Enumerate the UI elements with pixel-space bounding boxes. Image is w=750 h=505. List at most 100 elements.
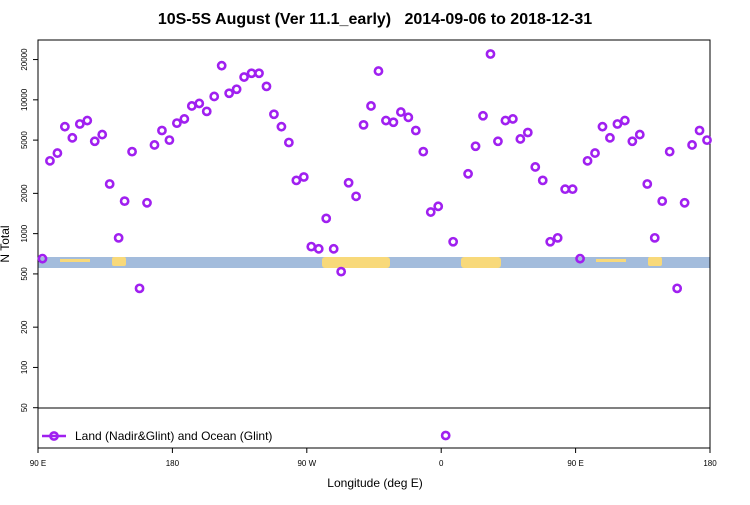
point [171, 118, 182, 129]
point [164, 135, 175, 146]
point [425, 207, 436, 217]
legend-label: Land (Nadir&Glint) and Ocean (Glint) [75, 429, 272, 443]
point [530, 162, 541, 172]
point [97, 129, 108, 140]
point [634, 129, 645, 140]
point [343, 177, 354, 188]
point [605, 132, 615, 143]
point [642, 179, 653, 189]
point [239, 72, 249, 82]
y-tick-label: 5000 [20, 131, 29, 149]
y-tick-label: 2000 [20, 184, 29, 202]
point [82, 115, 93, 126]
land-patch [596, 259, 626, 262]
point [664, 146, 675, 157]
map-strip [38, 257, 710, 268]
point [261, 81, 272, 92]
point [276, 121, 287, 132]
point [395, 107, 406, 117]
point [649, 232, 660, 243]
point [388, 117, 399, 128]
point [597, 121, 608, 132]
point [515, 134, 526, 144]
point [702, 135, 712, 146]
point [582, 155, 593, 166]
x-tick-label: 90 W [297, 459, 316, 468]
point [328, 243, 339, 254]
point [507, 114, 518, 124]
point [201, 106, 212, 117]
point [89, 136, 100, 147]
point [545, 236, 556, 247]
x-tick-label: 180 [703, 459, 717, 468]
point [575, 253, 585, 264]
land-patch [648, 257, 662, 266]
point [366, 101, 376, 111]
point [448, 236, 459, 247]
point [418, 146, 429, 157]
point [440, 430, 451, 441]
point [358, 119, 369, 130]
point [127, 146, 137, 157]
point [209, 91, 220, 102]
legend-marker [49, 431, 59, 441]
point [612, 119, 623, 129]
point [142, 197, 152, 208]
point [104, 179, 115, 189]
point [567, 184, 578, 195]
point [313, 243, 324, 254]
point [679, 197, 690, 208]
point [657, 196, 668, 207]
point [522, 127, 533, 138]
point [590, 148, 600, 158]
y-tick-label: 500 [20, 267, 29, 281]
y-tick-label: 20000 [20, 48, 29, 71]
point [119, 196, 130, 207]
point [59, 121, 70, 132]
point [45, 155, 55, 166]
point [291, 175, 302, 186]
land-patch [461, 257, 501, 268]
point [470, 141, 481, 152]
land-patch [322, 257, 390, 268]
point [478, 110, 488, 121]
x-tick-label: 90 E [30, 459, 46, 468]
land-patch [112, 257, 126, 266]
point [216, 60, 227, 71]
x-axis-label: Longitude (deg E) [327, 476, 422, 490]
point [224, 88, 235, 99]
point [537, 175, 548, 186]
y-tick-label: 10000 [20, 88, 29, 111]
point [672, 283, 683, 294]
point [351, 191, 361, 202]
point [52, 148, 63, 158]
x-tick-label: 180 [166, 459, 180, 468]
y-tick-label: 100 [20, 360, 29, 374]
point [627, 136, 638, 147]
point [37, 253, 48, 264]
point [298, 172, 309, 182]
point [321, 213, 332, 224]
y-tick-label: 200 [20, 320, 29, 334]
land-patch [60, 259, 90, 262]
point [463, 168, 473, 179]
y-tick-label: 1000 [20, 224, 29, 242]
point [149, 140, 160, 150]
point [433, 201, 444, 212]
point [269, 109, 279, 120]
point [493, 136, 503, 147]
point [410, 125, 421, 136]
point [283, 137, 294, 148]
point [194, 98, 205, 109]
point [403, 112, 414, 123]
y-tick-label: 50 [20, 403, 29, 412]
point [687, 140, 697, 150]
point [179, 114, 190, 124]
point [485, 49, 496, 59]
point [619, 115, 630, 126]
x-tick-label: 0 [439, 459, 444, 468]
point [336, 266, 347, 277]
y-axis-label: N Total [0, 225, 12, 262]
